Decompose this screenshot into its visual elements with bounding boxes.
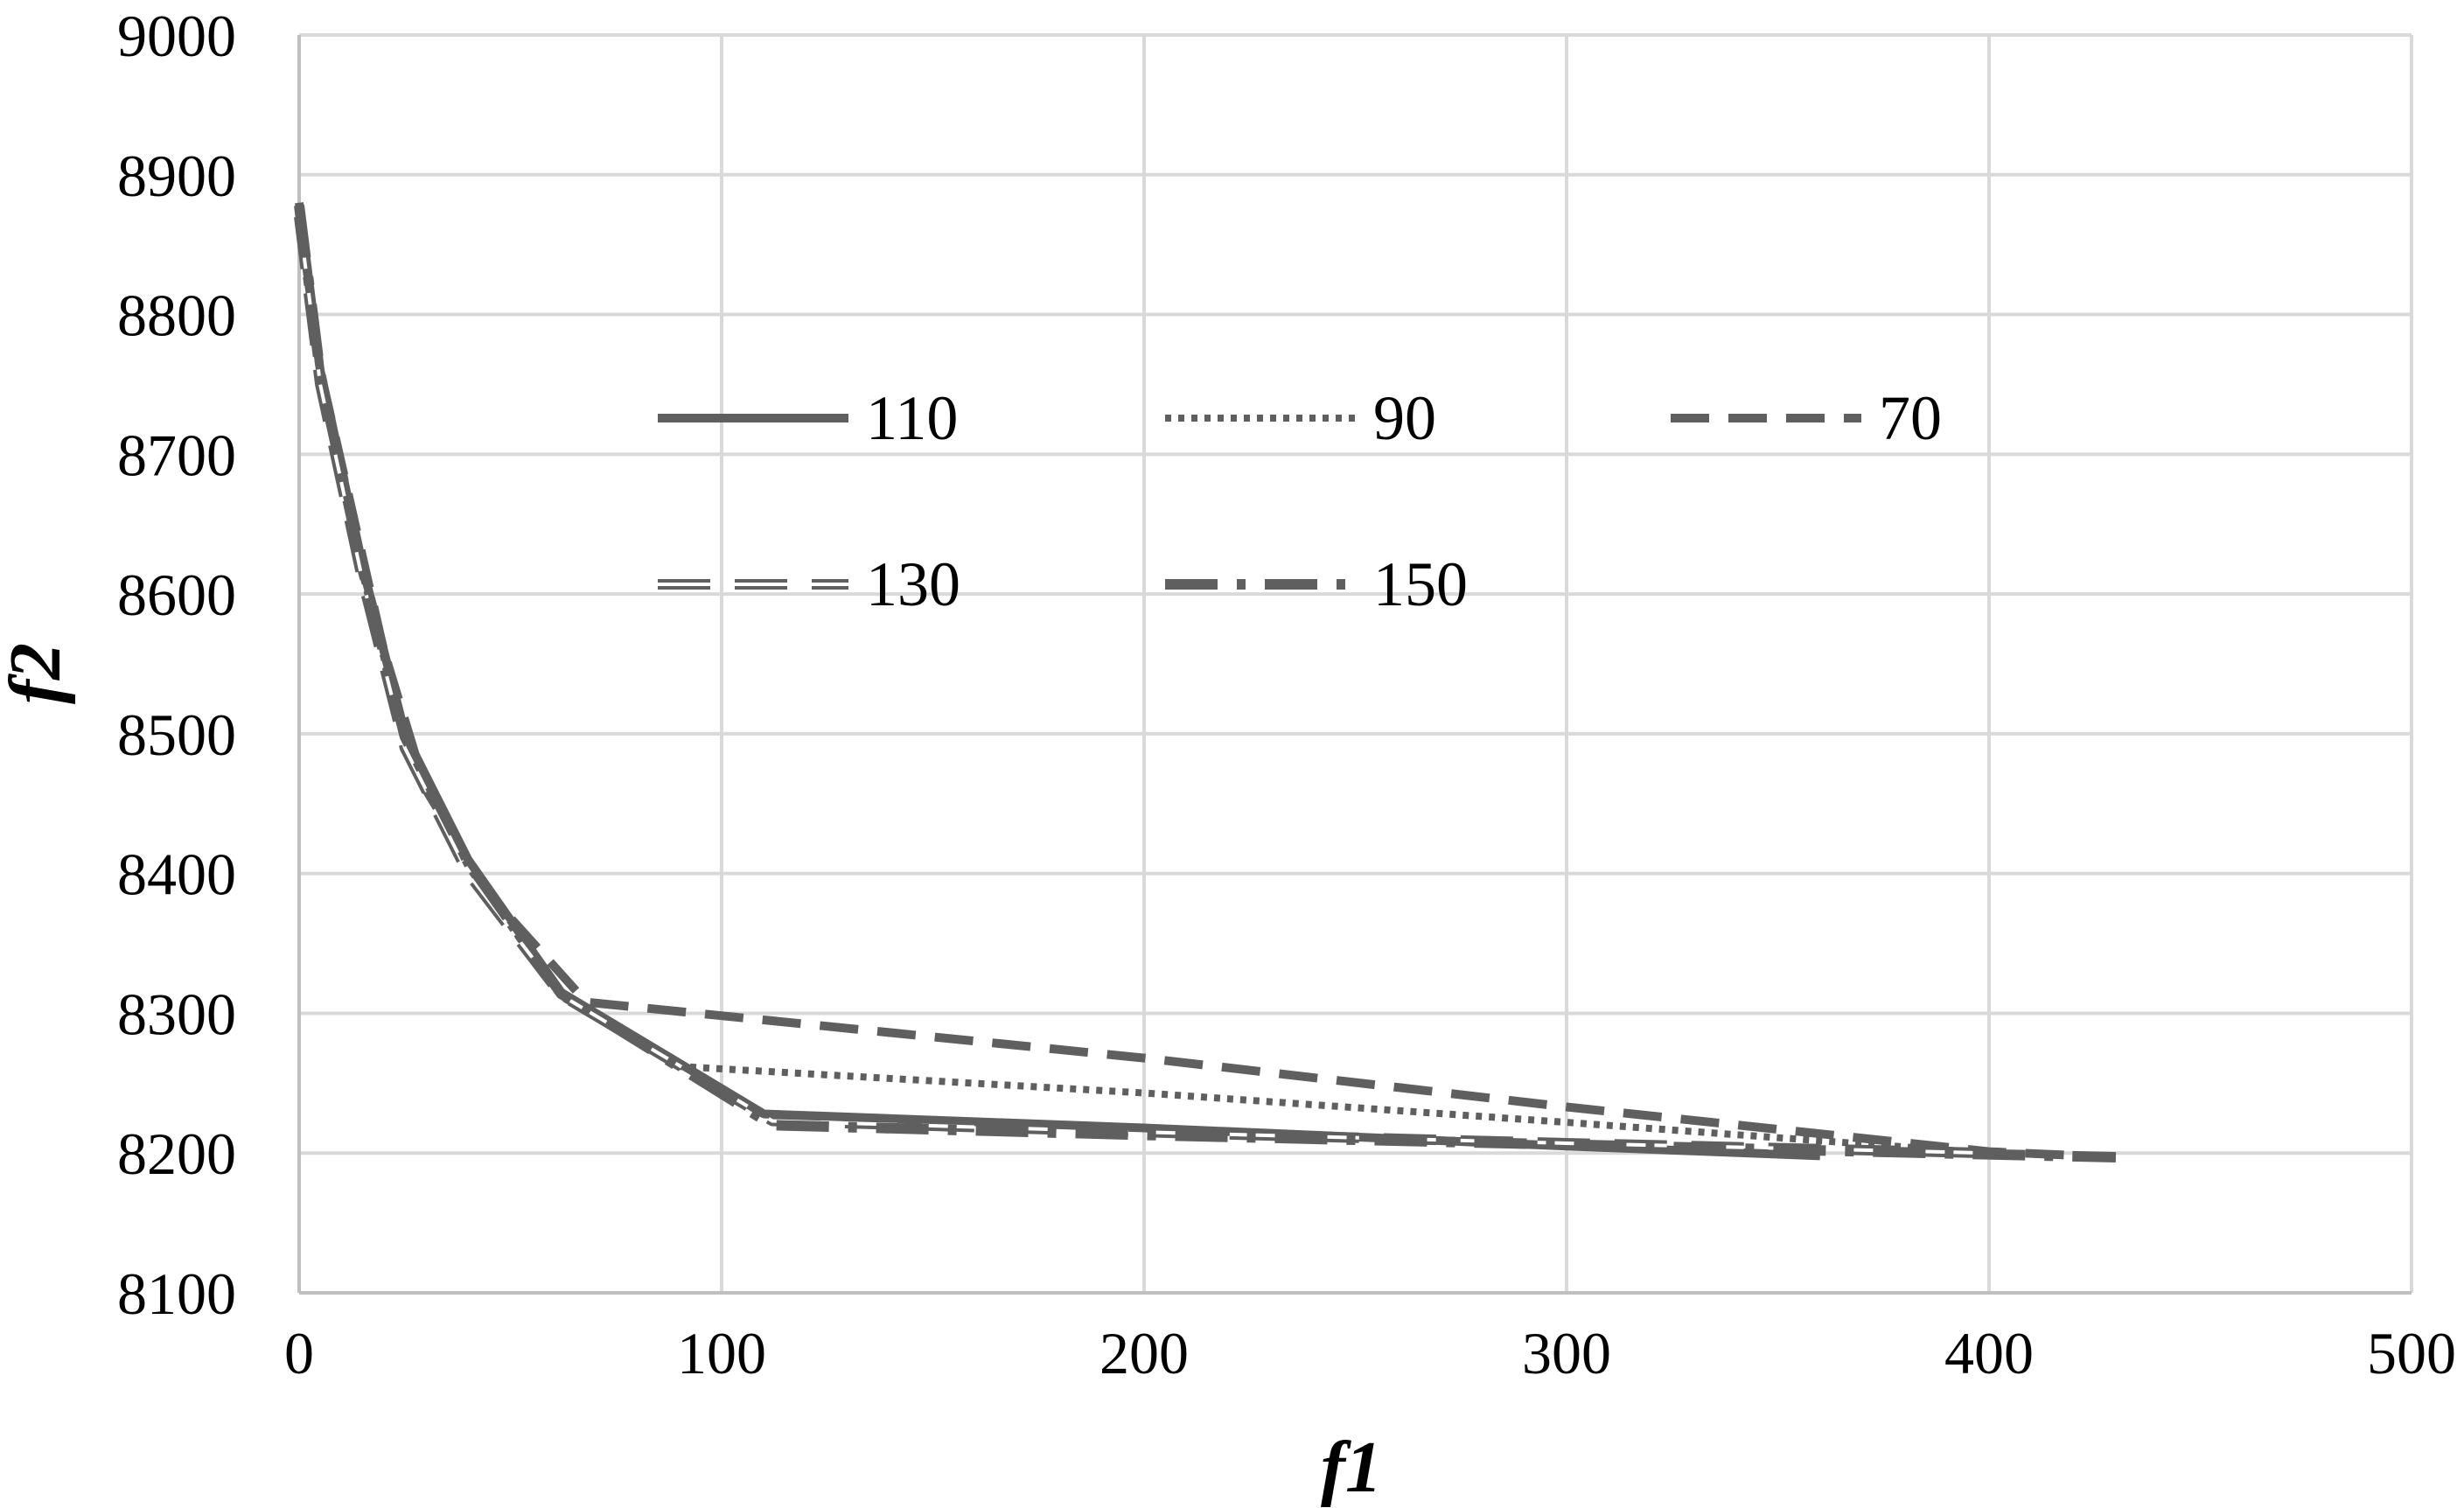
tick-labels: 8100 8200 8300 8400 8500 8600 8700 8800 8900 9000…	[117, 3, 2456, 1386]
y-tick-label: 9000	[117, 3, 236, 69]
x-tick-label: 400	[1944, 1320, 2034, 1386]
legend-item-150: 150	[1165, 549, 1468, 619]
legend-label: 110	[866, 383, 958, 453]
y-tick-label: 8700	[117, 422, 236, 488]
legend-label: 130	[866, 549, 960, 619]
y-axis-title: f2	[0, 643, 76, 704]
y-tick-label: 8600	[117, 562, 236, 628]
x-tick-label: 500	[2367, 1320, 2456, 1386]
legend-label: 90	[1373, 383, 1436, 453]
y-tick-label: 8100	[117, 1260, 236, 1327]
x-tick-label: 0	[284, 1320, 314, 1386]
legend-item-70: 70	[1671, 383, 1942, 453]
series-line-150	[294, 205, 2117, 1162]
legend-item-130: 130	[658, 549, 960, 619]
x-tick-label: 300	[1522, 1320, 1611, 1386]
axes	[297, 35, 2412, 1295]
y-tick-label: 8300	[117, 981, 236, 1047]
x-axis-title: f1	[1321, 1427, 1382, 1508]
y-tick-label: 8400	[117, 841, 236, 908]
legend-item-90: 90	[1165, 383, 1436, 453]
grid	[299, 33, 2413, 1293]
y-tick-label: 8900	[117, 143, 236, 209]
legend: 110 90 70 130 150	[658, 383, 1942, 619]
y-tick-label: 8500	[117, 702, 236, 768]
legend-item-110: 110	[658, 383, 958, 453]
legend-label: 70	[1879, 383, 1942, 453]
y-tick-label: 8200	[117, 1121, 236, 1187]
x-tick-label: 100	[677, 1320, 766, 1386]
legend-label: 150	[1373, 549, 1468, 619]
x-tick-label: 200	[1099, 1320, 1189, 1386]
series-lines	[294, 202, 2117, 1162]
series-line-70	[295, 209, 2117, 1162]
y-tick-label: 8800	[117, 283, 236, 349]
